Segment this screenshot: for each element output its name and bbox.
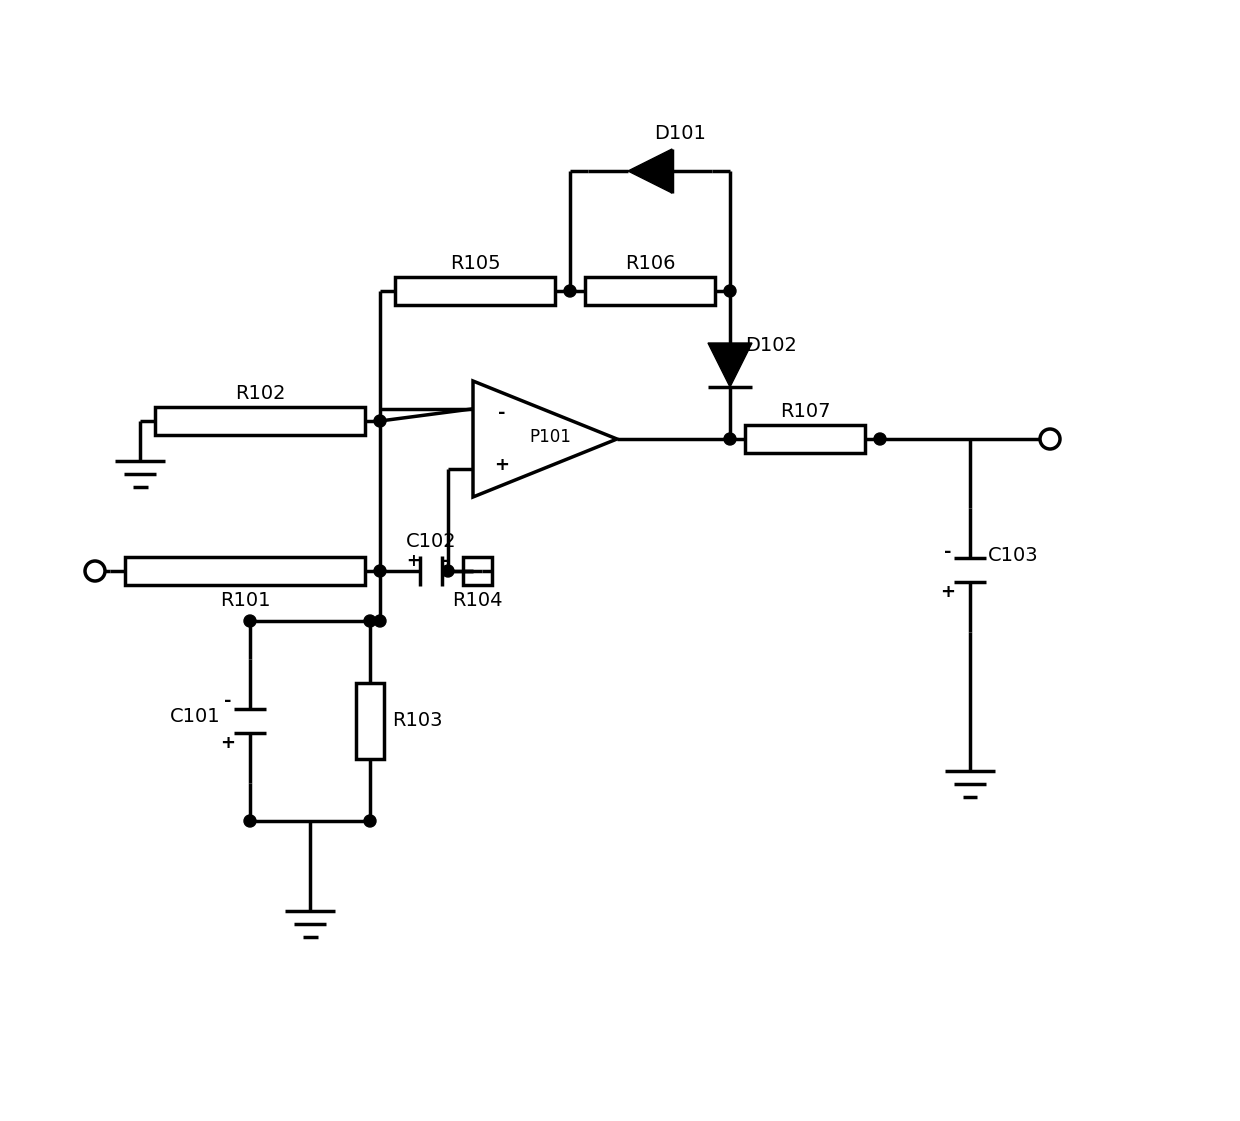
Text: R107: R107 (780, 402, 831, 421)
Text: +: + (221, 734, 236, 752)
Circle shape (374, 615, 386, 627)
Text: P101: P101 (529, 428, 570, 446)
Bar (125, 557, 365, 585)
Circle shape (365, 815, 376, 827)
Circle shape (244, 615, 255, 627)
Circle shape (564, 285, 577, 297)
Bar (585, 277, 715, 305)
Bar (463, 557, 492, 585)
Text: R103: R103 (392, 712, 443, 731)
Circle shape (441, 565, 454, 577)
Bar (356, 683, 384, 759)
Circle shape (374, 565, 386, 577)
Text: C102: C102 (405, 532, 456, 552)
Circle shape (244, 815, 255, 827)
Text: C103: C103 (988, 546, 1039, 565)
Text: D101: D101 (653, 124, 706, 143)
Text: R102: R102 (234, 385, 285, 404)
Circle shape (724, 433, 737, 445)
Text: R104: R104 (453, 591, 502, 610)
Text: R105: R105 (450, 254, 500, 274)
Text: -: - (498, 404, 506, 421)
Polygon shape (627, 149, 672, 193)
Circle shape (724, 285, 737, 297)
Text: +: + (405, 552, 420, 569)
Circle shape (365, 615, 376, 627)
Text: +: + (940, 583, 956, 601)
Polygon shape (708, 343, 751, 387)
Polygon shape (472, 381, 618, 497)
Text: R106: R106 (625, 254, 676, 274)
Text: C101: C101 (170, 706, 221, 725)
Text: -: - (944, 543, 952, 560)
Text: R101: R101 (219, 591, 270, 610)
Bar (155, 407, 365, 435)
Bar (745, 425, 866, 453)
Text: +: + (495, 456, 510, 474)
Circle shape (374, 415, 386, 427)
Bar (396, 277, 556, 305)
Text: -: - (224, 692, 232, 710)
Circle shape (874, 433, 887, 445)
Text: D102: D102 (745, 336, 797, 355)
Text: -: - (443, 552, 449, 569)
